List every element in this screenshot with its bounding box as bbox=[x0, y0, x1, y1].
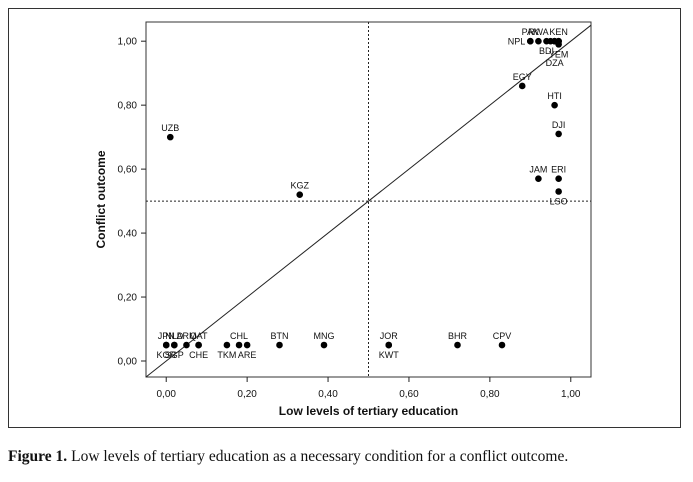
x-tick-label: 0,40 bbox=[318, 389, 338, 400]
caption-label: Figure 1. bbox=[8, 448, 68, 465]
data-point bbox=[171, 341, 178, 349]
point-label: KEN bbox=[549, 27, 568, 37]
point-label: UZB bbox=[161, 123, 179, 133]
point-label: ARE bbox=[238, 350, 257, 360]
point-label: NPL bbox=[508, 37, 526, 47]
point-label: TKM bbox=[217, 350, 236, 360]
y-tick-label: 0,00 bbox=[118, 357, 138, 368]
x-tick-label: 0,20 bbox=[237, 389, 257, 400]
point-label: MNG bbox=[314, 331, 335, 341]
reference-lines bbox=[145, 22, 592, 378]
point-label: KOR bbox=[156, 350, 176, 360]
data-point bbox=[527, 37, 534, 45]
point-label: LSO bbox=[550, 197, 568, 207]
data-point bbox=[498, 341, 506, 349]
point-label: BDI bbox=[539, 46, 554, 56]
y-axis-label: Conflict outcome bbox=[94, 150, 108, 248]
point-label: DZA bbox=[546, 58, 564, 68]
figure-caption: Figure 1. Low levels of tertiary educatio… bbox=[8, 448, 688, 466]
y-tick-label: 0,40 bbox=[118, 229, 138, 240]
point-label: PAK bbox=[522, 27, 539, 37]
scatter-chart: 0,00 0,00 0,20 0,20 0,40 0,40 0,60 0,60 0,80 0,80… bbox=[94, 21, 592, 418]
y-tick-label: 0,60 bbox=[118, 165, 138, 176]
data-point bbox=[320, 341, 328, 349]
point-label: RWA bbox=[528, 27, 549, 37]
data-point bbox=[162, 341, 170, 349]
point-label: ERI bbox=[551, 165, 566, 175]
point-label: CHE bbox=[189, 350, 208, 360]
point-label: EGY bbox=[513, 72, 532, 82]
figure-frame: 0,00 0,00 0,20 0,20 0,40 0,40 0,60 0,60 0,80 0,80… bbox=[8, 8, 681, 428]
point-label: BTN bbox=[271, 331, 289, 341]
x-tick-label: 1,00 bbox=[561, 389, 581, 400]
point-label: HTI bbox=[547, 91, 562, 101]
data-point bbox=[535, 175, 542, 183]
point-label: JAM bbox=[529, 165, 547, 175]
point-label: DJI bbox=[552, 120, 566, 130]
data-point bbox=[276, 341, 283, 349]
diagonal-line bbox=[145, 24, 592, 378]
data-point bbox=[223, 341, 231, 349]
data-point bbox=[555, 37, 562, 45]
data-point bbox=[555, 130, 562, 138]
point-label: JPN bbox=[158, 331, 175, 341]
data-point bbox=[385, 341, 393, 349]
data-point bbox=[296, 191, 304, 199]
data-point bbox=[555, 188, 562, 195]
x-tick-label: 0,00 bbox=[156, 389, 176, 400]
data-point bbox=[166, 133, 174, 141]
point-label: KWT bbox=[379, 350, 399, 360]
data-point bbox=[551, 101, 558, 109]
data-points bbox=[162, 37, 562, 349]
y-tick-label: 0,80 bbox=[118, 101, 138, 112]
data-point bbox=[535, 37, 542, 45]
axis-ticks: 0,00 0,00 0,20 0,20 0,40 0,40 0,60 0,60 0,80 0,80… bbox=[118, 37, 581, 400]
data-point bbox=[243, 341, 251, 349]
data-point bbox=[183, 341, 190, 349]
x-tick-label: 0,60 bbox=[399, 389, 419, 400]
point-label: CPV bbox=[493, 331, 512, 341]
data-point bbox=[235, 341, 243, 349]
data-point bbox=[195, 341, 202, 349]
point-label: YEM bbox=[549, 49, 569, 59]
x-tick-label: 0,80 bbox=[480, 389, 500, 400]
y-tick-label: 1,00 bbox=[118, 37, 138, 48]
point-label: ARM bbox=[176, 331, 196, 341]
point-label: BHR bbox=[448, 331, 468, 341]
y-tick-label: 0,20 bbox=[118, 293, 138, 304]
point-label: SGP bbox=[165, 350, 184, 360]
point-label: QAT bbox=[190, 331, 208, 341]
point-label: NLD bbox=[165, 331, 184, 341]
data-point bbox=[518, 82, 526, 90]
x-axis-label: Low levels of tertiary education bbox=[279, 404, 458, 418]
point-label: JOR bbox=[380, 331, 399, 341]
point-label: KGZ bbox=[290, 181, 309, 191]
caption-text: Low levels of tertiary education as a ne… bbox=[71, 448, 569, 465]
data-point bbox=[555, 175, 562, 183]
point-label: CHL bbox=[230, 331, 248, 341]
data-point bbox=[454, 341, 461, 349]
